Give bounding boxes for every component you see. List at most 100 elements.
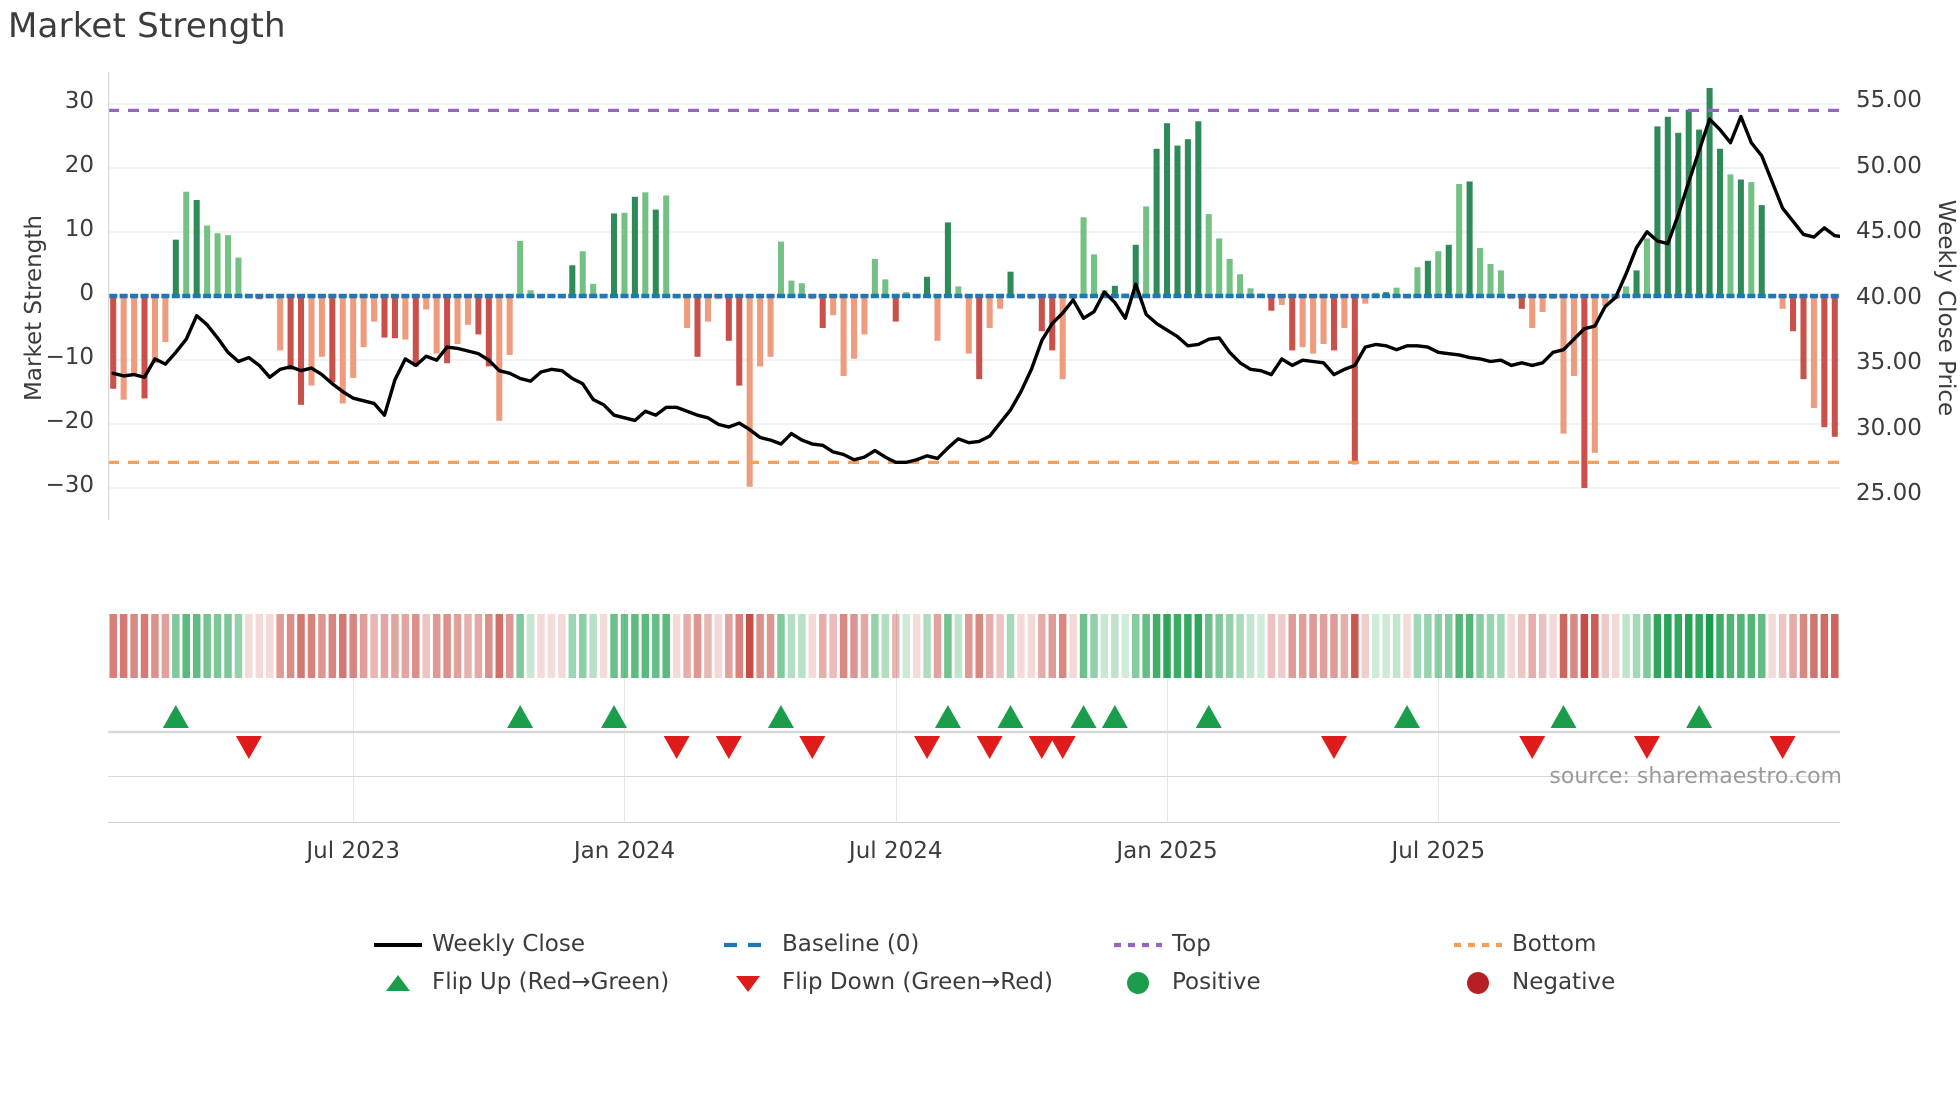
market-strength-bar	[308, 296, 315, 386]
flip-up-marker[interactable]	[1686, 705, 1713, 728]
flip-down-marker[interactable]	[1519, 736, 1546, 759]
market-strength-bar	[391, 296, 398, 339]
heatmap-band	[453, 614, 462, 678]
flip-down-marker[interactable]	[715, 736, 742, 759]
flip-up-marker[interactable]	[162, 705, 189, 728]
legend-label: Baseline (0)	[782, 931, 920, 957]
heatmap-band	[787, 614, 796, 678]
heatmap-band	[902, 614, 910, 678]
heatmap-band	[756, 614, 764, 678]
y-axis-left-tick: −10	[45, 344, 94, 370]
heatmap-band	[1351, 614, 1359, 678]
flip-down-marker[interactable]	[1049, 736, 1076, 759]
heatmap-band	[276, 614, 284, 678]
flip-down-marker[interactable]	[799, 736, 826, 759]
market-strength-bar	[757, 296, 764, 367]
flip-down-marker[interactable]	[914, 736, 941, 759]
flip-down-marker[interactable]	[1028, 736, 1055, 759]
flip-up-marker[interactable]	[1070, 705, 1097, 728]
market-strength-bar	[235, 257, 242, 296]
flip-up-marker[interactable]	[997, 705, 1024, 728]
heatmap-band	[1611, 614, 1620, 678]
heatmap-band	[1559, 614, 1568, 678]
legend-label: Negative	[1512, 969, 1616, 995]
heatmap-band	[725, 614, 733, 678]
legend-dot	[1467, 972, 1489, 994]
market-strength-bar	[1237, 274, 1244, 296]
flip-down-marker[interactable]	[1320, 736, 1347, 759]
heatmap-band	[1424, 614, 1432, 678]
heatmap-band	[1309, 614, 1317, 678]
flip-up-marker[interactable]	[1550, 705, 1577, 728]
heatmap-band	[1100, 614, 1109, 678]
market-strength-bar	[934, 296, 941, 341]
market-strength-bar	[1654, 126, 1661, 297]
flip-down-marker[interactable]	[976, 736, 1003, 759]
market-strength-bar	[1560, 296, 1567, 434]
heatmap-band	[975, 614, 983, 678]
legend-label: Flip Down (Green→Red)	[782, 969, 1053, 995]
market-strength-bar	[1643, 238, 1651, 296]
market-strength-bar	[485, 296, 492, 367]
market-strength-bar	[444, 296, 451, 364]
line-dotted-orange-icon	[1454, 942, 1502, 948]
flip-up-marker[interactable]	[507, 705, 534, 728]
market-strength-bar	[1362, 296, 1369, 304]
heatmap-band	[1298, 614, 1307, 678]
heatmap-band	[422, 614, 430, 678]
market-strength-bar	[1216, 238, 1223, 296]
y-axis-right-tick: 40.00	[1856, 283, 1922, 310]
flip-down-marker[interactable]	[1633, 736, 1660, 759]
heatmap-band	[464, 614, 472, 678]
heatmap-band	[766, 614, 775, 678]
market-strength-bar	[1487, 264, 1494, 296]
market-strength-bar	[141, 296, 148, 399]
flip-up-marker[interactable]	[934, 705, 961, 728]
heatmap-band	[1038, 614, 1046, 678]
flip-up-marker[interactable]	[601, 705, 628, 728]
heatmap-band	[1810, 614, 1818, 678]
heatmap-band	[224, 614, 232, 678]
x-tick-gridline	[1438, 610, 1440, 823]
market-strength-bar	[642, 192, 649, 296]
heatmap-band	[547, 614, 556, 678]
market-strength-bar	[496, 296, 503, 421]
heatmap-band	[318, 614, 326, 678]
market-strength-bar	[1080, 217, 1087, 296]
heatmap-band	[1778, 614, 1787, 678]
market-strength-bar	[1111, 285, 1118, 296]
market-strength-bar	[850, 296, 858, 359]
heatmap-band	[297, 614, 305, 678]
heatmap-band	[391, 614, 399, 678]
market-strength-bar	[1623, 286, 1630, 296]
market-strength-bar	[1831, 296, 1838, 437]
heatmap-band	[182, 614, 191, 678]
market-strength-bar	[1330, 296, 1337, 351]
market-strength-bar	[579, 251, 586, 296]
market-strength-bar	[1529, 296, 1536, 328]
flip-down-marker[interactable]	[663, 736, 690, 759]
heatmap-bands	[109, 614, 1839, 678]
heatmap-band	[1538, 614, 1547, 678]
market-strength-bar	[892, 296, 899, 322]
flip-up-marker[interactable]	[1101, 705, 1128, 728]
heatmap-band	[1622, 614, 1630, 678]
heatmap-band	[1684, 614, 1693, 678]
heatmap-band	[829, 614, 837, 678]
heatmap-band	[631, 614, 639, 678]
flip-down-marker[interactable]	[1769, 736, 1796, 759]
chart-legend: Weekly Close Baseline (0) Top Bottom Flip Up…	[0, 920, 1960, 1030]
heatmap-band	[1799, 614, 1808, 678]
market-strength-bar	[621, 212, 628, 296]
flip-up-marker[interactable]	[1195, 705, 1222, 728]
flip-up-marker[interactable]	[767, 705, 794, 728]
heatmap-band	[777, 614, 785, 678]
market-strength-bar	[1226, 258, 1233, 296]
market-strength-bar	[819, 296, 826, 328]
market-strength-bar	[1518, 296, 1525, 309]
flip-down-marker[interactable]	[235, 736, 262, 759]
heatmap-band	[1444, 614, 1453, 678]
flip-up-marker[interactable]	[1394, 705, 1420, 728]
heatmap-band	[1403, 614, 1411, 678]
market-strength-bar	[1748, 182, 1755, 296]
